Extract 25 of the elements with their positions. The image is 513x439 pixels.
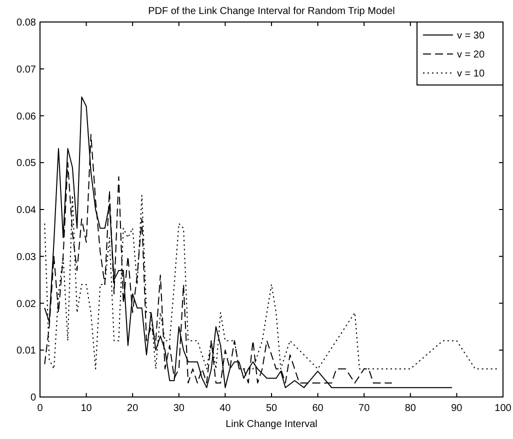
x-tick-label: 100 [494, 403, 512, 414]
y-tick-label: 0.02 [16, 298, 36, 310]
y-tick-label: 0.07 [16, 64, 36, 76]
x-tick-label: 50 [266, 403, 278, 414]
x-tick-label: 60 [312, 403, 324, 414]
y-tick-label: 0.06 [16, 111, 36, 122]
y-tick-label: 0.08 [16, 18, 36, 28]
x-tick-label: 40 [220, 403, 232, 414]
x-tick-label: 90 [451, 403, 463, 414]
y-tick-label: 0.03 [16, 252, 36, 263]
x-axis-title: Link Change Interval [226, 419, 318, 430]
chart-title: PDF of the Link Change Interval for Random Trip Model [148, 6, 395, 17]
x-tick-label: 20 [127, 403, 139, 414]
legend-label: v = 20 [457, 50, 485, 60]
y-tick-label: 0.04 [16, 205, 36, 216]
y-tick-label: 0.01 [16, 346, 36, 357]
legend-label: v = 10 [457, 68, 485, 80]
x-tick-label: 70 [358, 403, 370, 414]
x-tick-label: 10 [80, 403, 92, 414]
x-tick-label: 80 [404, 403, 416, 414]
x-tick-label: 30 [173, 403, 185, 414]
y-tick-label: 0 [30, 392, 36, 404]
legend-label: v = 30 [457, 30, 485, 42]
y-tick-label: 0.05 [16, 158, 36, 170]
x-tick-label: 0 [37, 403, 44, 414]
